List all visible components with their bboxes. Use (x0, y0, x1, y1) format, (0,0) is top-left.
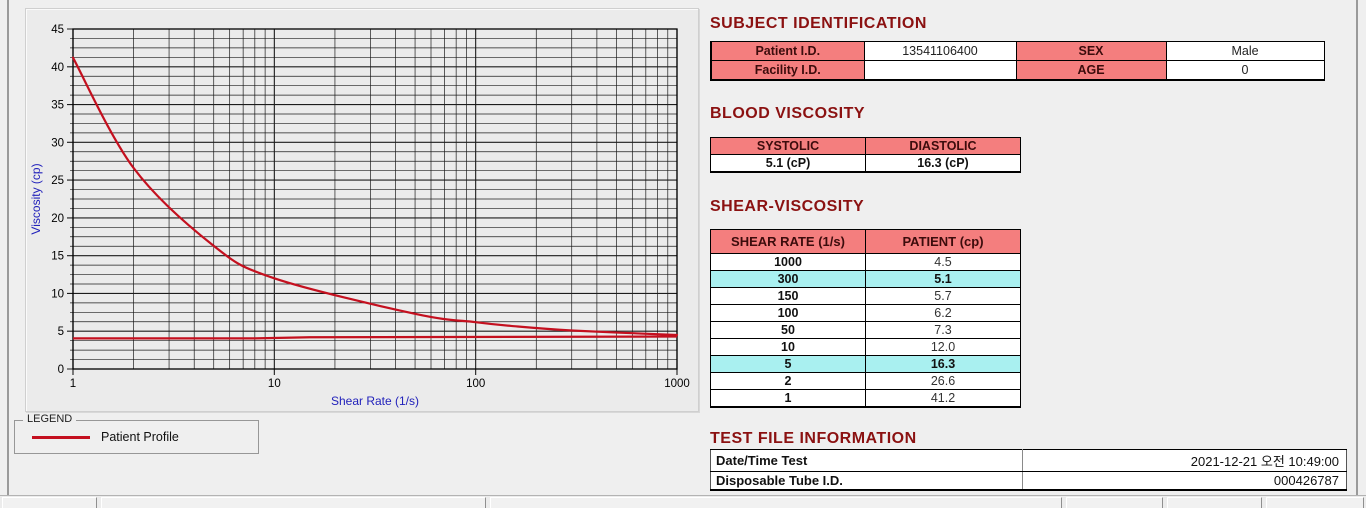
axis-tick-label: 10 (268, 378, 281, 390)
blood-viscosity-table: SYSTOLIC DIASTOLIC 5.1 (cP) 16.3 (cP) (710, 137, 1021, 173)
shear-rate-cell: 50 (710, 321, 866, 339)
table-row: Date/Time Test 2021-12-21 오전 10:49:00 (710, 449, 1347, 472)
section-title-blood-viscosity: BLOOD VISCOSITY (710, 105, 866, 122)
test-file-information-table: Date/Time Test 2021-12-21 오전 10:49:00 Disp… (710, 449, 1347, 491)
table-row: 10 12.0 (710, 338, 1021, 356)
patient-viscosity-cell: 26.6 (865, 372, 1021, 390)
shear-table-body: SHEAR RATE (1/s) PATIENT (cp) 1000 4.5 300… (710, 229, 1021, 408)
diastolic-header: DIASTOLIC (865, 137, 1021, 155)
axis-tick-label: 25 (51, 175, 64, 187)
table-row: SYSTOLIC DIASTOLIC (710, 137, 1021, 155)
table-header-row: SHEAR RATE (1/s) PATIENT (cp) (710, 229, 1021, 254)
section-title-shear-viscosity: SHEAR-VISCOSITY (710, 198, 865, 215)
subject-table-body: Patient I.D. 13541106400 SEX Male Facility I… (710, 41, 1325, 80)
table-row: 50 7.3 (710, 321, 1021, 339)
table-row: 1 41.2 (710, 389, 1021, 408)
bottom-panel-segment (1266, 497, 1364, 508)
patient-viscosity-cell: 6.2 (865, 304, 1021, 322)
axis-tick-label: 20 (51, 213, 64, 225)
bottom-panel-segment (101, 497, 486, 508)
table-row: Disposable Tube I.D. 000426787 (710, 471, 1347, 491)
legend-title: LEGEND (23, 413, 77, 425)
patient-viscosity-cell: 41.2 (865, 389, 1021, 408)
patient-viscosity-cell: 16.3 (865, 355, 1021, 373)
shear-rate-cell: 150 (710, 287, 866, 305)
shear-rate-cell: 5 (710, 355, 866, 373)
testfile-table-body: Date/Time Test 2021-12-21 오전 10:49:00 Disp… (710, 449, 1347, 491)
field-value: 000426787 (1022, 471, 1347, 491)
patient-viscosity-cell: 5.1 (865, 270, 1021, 288)
axis-tick-label: 1000 (664, 378, 690, 390)
legend-label-patient-profile: Patient Profile (101, 430, 179, 444)
patient-profile-curve (71, 56, 679, 337)
y-axis-label: Viscosity (cp) (29, 163, 43, 234)
systolic-value: 5.1 (cP) (710, 154, 866, 173)
field-label: Patient I.D. (710, 41, 865, 61)
axis-tick-label: 5 (58, 326, 64, 338)
axis-tick-label: 0 (58, 364, 64, 376)
legend-box: LEGEND Patient Profile (14, 413, 259, 454)
bottom-panel-segment (490, 497, 1062, 508)
axis-tick-label: 45 (51, 24, 64, 36)
baseline-curve (73, 335, 678, 340)
subject-identification-table: Patient I.D. 13541106400 SEX Male Facility I… (710, 41, 1325, 81)
shear-rate-header: SHEAR RATE (1/s) (710, 229, 866, 254)
axis-tick-label: 100 (466, 378, 485, 390)
field-label: AGE (1015, 60, 1167, 80)
shear-rate-cell: 1000 (710, 253, 866, 271)
table-row: 5 16.3 (710, 355, 1021, 373)
patient-viscosity-cell: 5.7 (865, 287, 1021, 305)
section-title-subject-identification: SUBJECT IDENTIFICATION (710, 15, 927, 32)
field-value (863, 60, 1017, 80)
axis-tick-label: 1 (70, 378, 76, 390)
diastolic-value: 16.3 (cP) (865, 154, 1021, 173)
patient-viscosity-cell: 12.0 (865, 338, 1021, 356)
patient-viscosity-cell: 7.3 (865, 321, 1021, 339)
table-row: 150 5.7 (710, 287, 1021, 305)
table-row: 1000 4.5 (710, 253, 1021, 271)
patient-viscosity-cell: 4.5 (865, 253, 1021, 271)
field-label: Disposable Tube I.D. (710, 471, 1023, 491)
field-value: 2021-12-21 오전 10:49:00 (1022, 449, 1347, 472)
shear-rate-cell: 100 (710, 304, 866, 322)
shear-rate-cell: 2 (710, 372, 866, 390)
bottom-panel-segment (2, 497, 97, 508)
shear-rate-cell: 300 (710, 270, 866, 288)
shear-rate-cell: 1 (710, 389, 866, 408)
shear-rate-cell: 10 (710, 338, 866, 356)
x-axis-label: Shear Rate (1/s) (331, 394, 419, 408)
axis-tick-label: 35 (51, 100, 64, 112)
field-value: Male (1165, 41, 1325, 61)
section-title-test-file-information: TEST FILE INFORMATION (710, 430, 917, 447)
axis-tick-label: 10 (51, 288, 64, 300)
table-row: 300 5.1 (710, 270, 1021, 288)
field-label: Facility I.D. (710, 60, 865, 80)
field-value: 13541106400 (863, 41, 1017, 61)
table-row: 5.1 (cP) 16.3 (cP) (710, 154, 1021, 173)
window-border-left (7, 0, 9, 496)
patient-cp-header: PATIENT (cp) (865, 229, 1021, 254)
bottom-panel-segment (1167, 497, 1262, 508)
table-row: Patient I.D. 13541106400 SEX Male (710, 41, 1325, 61)
bottom-panel-strip (0, 495, 1366, 508)
field-value: 0 (1165, 60, 1325, 80)
bottom-panel-segment (1066, 497, 1163, 508)
systolic-header: SYSTOLIC (710, 137, 866, 155)
shear-viscosity-table: SHEAR RATE (1/s) PATIENT (cp) 1000 4.5 300… (710, 229, 1021, 408)
table-row: 100 6.2 (710, 304, 1021, 322)
axis-tick-label: 40 (51, 62, 64, 74)
field-label: Date/Time Test (710, 449, 1023, 472)
window-border-right (1356, 0, 1358, 508)
patient-profile-line-swatch (32, 436, 90, 439)
field-label: SEX (1015, 41, 1167, 61)
shear-viscosity-chart: 0 5 10 15 20 25 30 35 40 45 1 10 100 1000 Shear Rate (… (29, 24, 690, 408)
shear-viscosity-chart-panel: 0 5 10 15 20 25 30 35 40 45 1 10 100 1000 Shear Rate (… (25, 8, 699, 412)
axis-tick-label: 30 (51, 137, 64, 149)
axis-tick-label: 15 (51, 251, 64, 263)
table-row: 2 26.6 (710, 372, 1021, 390)
table-row: Facility I.D. AGE 0 (710, 60, 1325, 80)
